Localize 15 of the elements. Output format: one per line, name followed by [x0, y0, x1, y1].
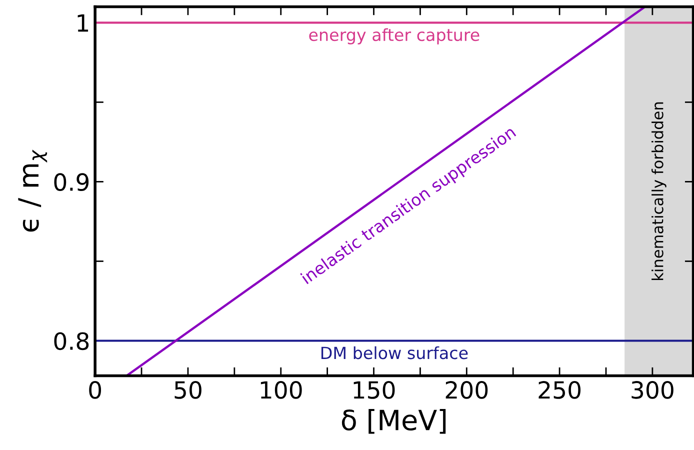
x-tick-label: 100: [260, 381, 302, 399]
ref-line-label: energy after capture: [309, 28, 480, 44]
x-tick-label: 150: [354, 381, 395, 399]
y-tick-label: 1: [78, 14, 88, 32]
y-tick-label: 0.8: [54, 332, 89, 350]
y-tick-label: 0.9: [54, 173, 89, 192]
x-tick-label: 200: [446, 381, 488, 399]
band-label: kinematically forbidden: [652, 102, 666, 280]
x-tick-label: 0: [89, 381, 102, 399]
x-tick-label: 300: [632, 381, 674, 399]
x-tick-label: 50: [174, 381, 202, 399]
y-axis-title: ϵ / m$_{χ}$: [18, 150, 48, 232]
x-tick-label: 250: [538, 381, 581, 399]
ref-line-label: DM below surface: [321, 346, 468, 360]
x-axis-title: δ [MeV]: [342, 409, 446, 434]
